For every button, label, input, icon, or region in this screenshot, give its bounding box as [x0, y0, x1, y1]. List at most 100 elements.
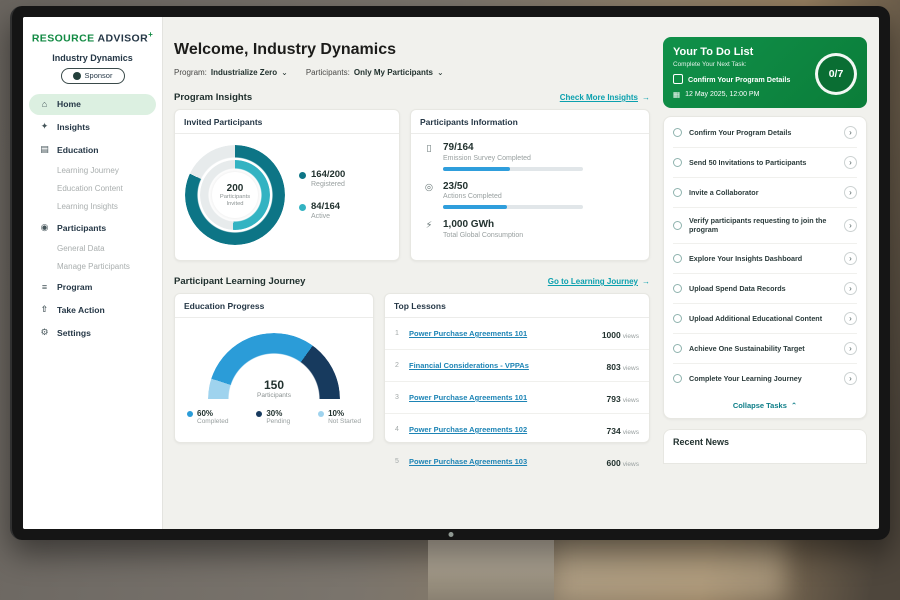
legend-label: Completed: [197, 418, 229, 425]
donut-center-value: 200: [226, 182, 244, 194]
sidebar-item-participants[interactable]: ◉ Participants: [29, 217, 156, 239]
sidebar-item-settings[interactable]: ⚙ Settings: [29, 322, 156, 344]
sidebar-item-education[interactable]: ▤ Education: [29, 139, 156, 161]
progress-bar: [443, 166, 583, 171]
learning-cards-row: Education Progress 150 Participants: [174, 293, 650, 468]
stat-label: Emission Survey Completed: [443, 154, 531, 162]
lesson-link[interactable]: Power Purchase Agreements 102: [409, 425, 528, 434]
task-checkbox[interactable]: [673, 188, 682, 197]
progress-bar: [443, 205, 583, 209]
participants-select[interactable]: Participants: Only My Participants ⌄: [306, 68, 444, 77]
task-row[interactable]: Achieve One Sustainability Target ›: [673, 334, 857, 364]
lesson-views: 793: [606, 393, 621, 404]
stat-actions-completed: ◎ 23/50 Actions Completed: [411, 173, 649, 212]
donut-legend: 164/200 Registered 84/164 Active: [299, 169, 345, 221]
legend-value: 30%: [266, 409, 283, 418]
app-logo: RESOURCE ADVISOR+: [23, 17, 162, 49]
go-to-learning-journey-link[interactable]: Go to Learning Journey →: [548, 277, 650, 286]
task-checkbox[interactable]: [673, 313, 682, 323]
task-label: Upload Spend Data Records: [689, 283, 786, 293]
participants-select-label: Participants:: [305, 68, 350, 77]
lesson-rank: 2: [395, 362, 399, 369]
todo-panel: Your To Do List Complete Your Next Task:…: [663, 37, 867, 464]
sidebar-item-learning-journey[interactable]: Learning Journey: [57, 166, 119, 175]
task-label: Confirm Your Program Details: [689, 127, 792, 137]
task-label: Achieve One Sustainability Target: [689, 343, 805, 353]
sidebar-item-education-content[interactable]: Education Content: [57, 184, 123, 193]
insights-icon: ✦: [40, 121, 49, 131]
legend-dot: [256, 410, 263, 417]
todo-title: Your To Do List: [673, 46, 754, 58]
chevron-right-icon[interactable]: ›: [844, 126, 857, 139]
task-checkbox[interactable]: [673, 373, 682, 383]
views-label: views: [622, 364, 639, 372]
todo-next-task[interactable]: Confirm Your Program Details: [673, 74, 805, 84]
chevron-right-icon[interactable]: ›: [844, 218, 857, 232]
card-title: Invited Participants: [175, 110, 399, 134]
page-title: Welcome, Industry Dynamics: [174, 41, 396, 58]
sidebar-item-general-data[interactable]: General Data: [57, 244, 105, 253]
arrow-right-icon: →: [642, 93, 650, 102]
lesson-link[interactable]: Power Purchase Agreements 101: [409, 393, 528, 402]
task-checkbox[interactable]: [673, 343, 682, 353]
collapse-label: Collapse Tasks: [732, 400, 787, 410]
task-row[interactable]: Upload Spend Data Records ›: [673, 274, 857, 304]
task-checkbox[interactable]: [673, 158, 682, 167]
program-select-value: Industrialize Zero: [210, 68, 278, 77]
chevron-right-icon[interactable]: ›: [844, 371, 857, 385]
task-checkbox[interactable]: [673, 253, 682, 263]
legend-dot: [187, 410, 193, 417]
task-row[interactable]: Complete Your Learning Journey ›: [673, 364, 857, 393]
section-title: Program Insights: [174, 92, 253, 103]
task-label: Verify participants requesting to join t…: [689, 216, 827, 235]
sidebar-item-take-action[interactable]: ⇧ Take Action: [29, 299, 156, 321]
task-label: Invite a Collaborator: [689, 187, 759, 197]
sidebar-item-learning-insights[interactable]: Learning Insights: [57, 202, 118, 211]
stat-value: 23/50: [443, 180, 469, 192]
lesson-views: 600: [606, 457, 621, 468]
check-more-insights-link[interactable]: Check More Insights →: [560, 93, 650, 102]
task-checkbox[interactable]: [673, 220, 682, 230]
link-label: Go to Learning Journey: [547, 277, 638, 286]
sidebar-item-program[interactable]: ≡ Program: [29, 277, 156, 298]
lesson-row: 2 Financial Considerations - VPPAs 803 vi…: [385, 350, 649, 382]
chevron-right-icon[interactable]: ›: [844, 156, 857, 169]
program-select[interactable]: Program: Industrialize Zero ⌄: [174, 68, 288, 77]
task-row[interactable]: Verify participants requesting to join t…: [673, 208, 857, 244]
lesson-views: 803: [606, 361, 621, 372]
task-checkbox[interactable]: [673, 128, 682, 137]
lesson-link[interactable]: Power Purchase Agreements 101: [409, 329, 528, 338]
chevron-right-icon[interactable]: ›: [844, 281, 857, 295]
task-row[interactable]: Send 50 Invitations to Participants ›: [673, 148, 857, 178]
education-gauge-chart: 150 Participants: [208, 333, 340, 399]
org-name: Industry Dynamics: [52, 52, 133, 63]
lesson-rank: 4: [395, 426, 399, 433]
chevron-right-icon[interactable]: ›: [844, 186, 857, 199]
task-row[interactable]: Confirm Your Program Details ›: [673, 118, 857, 148]
task-row[interactable]: Upload Additional Educational Content ›: [673, 304, 857, 334]
chevron-right-icon[interactable]: ›: [844, 341, 857, 355]
sidebar-item-home[interactable]: ⌂ Home: [29, 93, 156, 115]
sponsor-badge-label: Sponsor: [84, 71, 113, 80]
legend-item-active: 84/164 Active: [299, 201, 345, 221]
sidebar-item-manage-participants[interactable]: Manage Participants: [57, 262, 130, 271]
chevron-right-icon[interactable]: ›: [844, 251, 857, 265]
legend-label: Active: [311, 213, 331, 221]
logo-text-secondary: ADVISOR: [97, 32, 149, 45]
task-label: Complete Your Learning Journey: [689, 373, 802, 383]
lesson-link[interactable]: Power Purchase Agreements 103: [409, 457, 528, 466]
collapse-tasks-link[interactable]: Collapse Tasks ⌃: [673, 393, 857, 417]
sidebar-item-insights[interactable]: ✦ Insights: [29, 116, 156, 138]
gauge-center-label: Participants: [257, 392, 291, 399]
task-row[interactable]: Invite a Collaborator ›: [673, 178, 857, 208]
checkbox-icon[interactable]: [673, 74, 683, 84]
views-label: views: [622, 332, 639, 340]
arrow-right-icon: →: [642, 277, 650, 286]
todo-due-date: ▦ 12 May 2025, 12:00 PM: [673, 90, 857, 99]
lesson-row: 5 Power Purchase Agreements 103 600 views: [385, 446, 649, 477]
task-row[interactable]: Explore Your Insights Dashboard ›: [673, 244, 857, 274]
task-checkbox[interactable]: [673, 283, 682, 293]
chevron-right-icon[interactable]: ›: [844, 311, 857, 325]
views-label: views: [622, 460, 639, 468]
lesson-link[interactable]: Financial Considerations - VPPAs: [409, 361, 529, 370]
